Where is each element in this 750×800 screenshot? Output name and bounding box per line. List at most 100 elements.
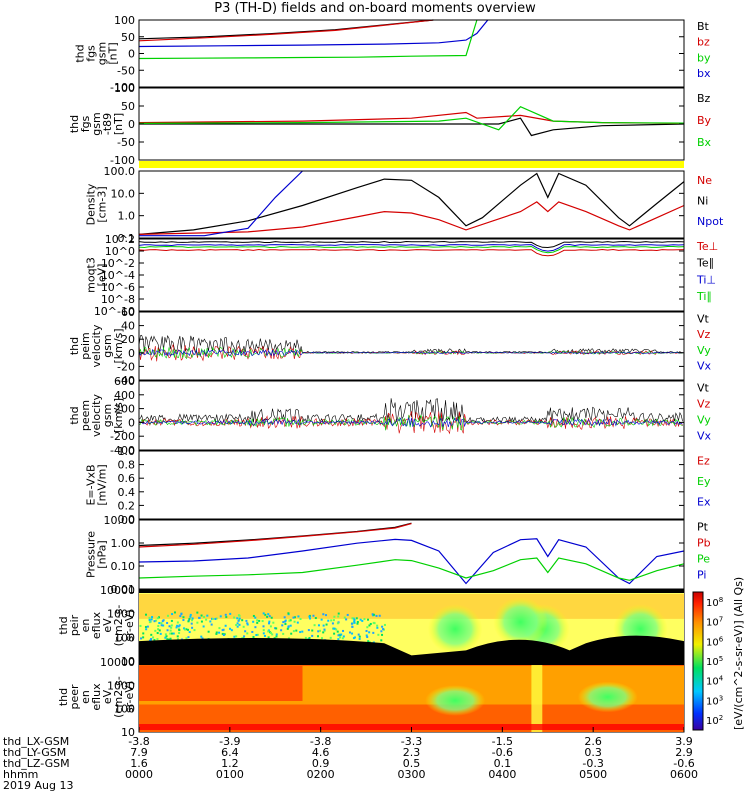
y-tick-label: 50 <box>121 100 135 113</box>
y-tick-label: 10000 <box>100 584 135 597</box>
legend-vz: Vz <box>697 397 711 410</box>
legend-vy: Vy <box>697 414 711 427</box>
colorbar-tick-label: 103 <box>706 694 723 707</box>
y-axis-label: thdfgsgsm[nT] <box>74 42 120 65</box>
y-axis-label-line: [mV/m] <box>96 464 109 505</box>
y-axis-label: Density[cm-3] <box>85 183 109 225</box>
colorbar-tick-label: 102 <box>706 714 723 727</box>
legend-bz: bz <box>697 36 710 49</box>
y-tick-label: 60 <box>121 306 135 319</box>
legend-bt: Bt <box>697 20 710 33</box>
y-tick-label: 0 <box>128 118 135 131</box>
colorbar <box>693 592 703 730</box>
panel-6: 6004002000-200-400thdpeemvelocitygsm[km/… <box>68 375 712 457</box>
y-axis-label: thdpeemvelocitygsm[km/s] <box>68 394 125 437</box>
y-tick-label: 10.0 <box>111 187 136 200</box>
series-npot-line <box>139 171 303 236</box>
x-row-label: 2019 Aug 13 <box>3 779 73 792</box>
x-tick-label: 0600 <box>670 768 698 781</box>
panel-2: 100 50 0 -50 -100 thdfgsgsm-t89[nT] Bz By Bx <box>68 82 712 167</box>
legend-vt: Vt <box>697 381 710 394</box>
y-axis-label: thdpeirenefluxeV(cm2-s-sr-eV) <box>57 605 136 647</box>
series-Ti∥-line <box>139 250 684 256</box>
x-tick-label: 0400 <box>488 768 516 781</box>
y-axis-label: thdpeimvelocitygsm[km/s] <box>68 324 125 367</box>
series-ni-line <box>139 174 684 235</box>
y-axis-label-line: [nT] <box>107 42 120 64</box>
legend-pb: Pb <box>697 536 711 549</box>
series-bx-line <box>139 20 488 47</box>
x-tick-label: 0500 <box>579 768 607 781</box>
legend-npot: Npot <box>697 215 724 228</box>
y-axis-label: thdfgsgsm-t89[nT] <box>68 112 125 135</box>
y-tick-label: 10000 <box>100 656 135 669</box>
series-bt-line <box>139 20 433 39</box>
y-axis-label-line: [cm-3] <box>96 186 109 222</box>
ion-spectrogram <box>139 590 684 661</box>
legend-pt: Pt <box>697 520 709 533</box>
y-axis-label-line: [km/s] <box>112 398 125 433</box>
panel-frame <box>139 451 684 519</box>
panel-7: 1.00.80.60.40.20.0E=-VxB[mV/m]EzEyEx <box>85 445 711 526</box>
legend-vx: Vx <box>697 360 712 373</box>
y-tick-label: 1.0 <box>118 445 136 458</box>
y-tick-label: 0.10 <box>111 560 136 573</box>
series-by-line <box>139 20 477 59</box>
y-tick-label: 100.0 <box>104 165 136 178</box>
legend-ez: Ez <box>697 454 710 467</box>
panel-frame <box>139 520 684 589</box>
y-axis-label: Pressure[nPa] <box>85 531 109 578</box>
x-tick-label: 0000 <box>125 768 153 781</box>
legend-by: By <box>697 114 712 127</box>
electron-spectrogram <box>139 662 684 732</box>
y-tick-label: 100 <box>114 14 135 27</box>
legend-pi: Pi <box>697 569 706 582</box>
y-axis-label-line: sr-eV) <box>123 681 136 713</box>
legend-bx: bx <box>697 67 711 80</box>
legend-ne: Ne <box>697 174 712 187</box>
y-tick-label: 0.8 <box>118 459 136 472</box>
legend-ti∥: Ti∥ <box>696 290 712 303</box>
series-ne-line <box>139 202 684 235</box>
colorbar-tick-label: 107 <box>706 616 723 629</box>
panel-frame <box>139 20 684 87</box>
colorbar-tick-label: 106 <box>706 635 724 648</box>
legend-bz: Bz <box>697 92 711 105</box>
y-tick-label: 0.4 <box>118 486 136 499</box>
panel-1: 100500-50-100thdfgsgsm[nT]Btbzbybx <box>74 14 711 94</box>
legend-vx: Vx <box>697 430 712 443</box>
panel-frame <box>139 312 684 380</box>
y-tick-label: 50 <box>121 31 135 44</box>
colorbar-tick-label: 108 <box>706 596 723 609</box>
legend-vz: Vz <box>697 328 711 341</box>
panel-4: 10^210^010^-210^-410^-610^-810^-10moqt3[… <box>85 233 719 318</box>
legend-ti⊥: Ti⊥ <box>696 273 716 286</box>
y-axis-label: E=-VxB[mV/m] <box>85 464 109 505</box>
y-tick-label: 1.00 <box>111 537 136 550</box>
y-axis-label-line: [eV] <box>96 264 109 287</box>
y-tick-label: -50 <box>117 64 135 77</box>
panel-frame <box>139 171 684 238</box>
legend-vy: Vy <box>697 344 711 357</box>
series-vt-line <box>139 335 683 353</box>
colorbar-tick-label: 104 <box>706 675 724 688</box>
legend-te⊥: Te⊥ <box>696 240 718 253</box>
x-tick-label: 0200 <box>307 768 335 781</box>
y-tick-label: 0 <box>128 347 135 360</box>
legend-ni: Ni <box>697 195 708 208</box>
y-axis-label-line: sr-eV) <box>123 609 136 641</box>
legend-vt: Vt <box>697 312 710 325</box>
y-tick-label: 0 <box>128 416 135 429</box>
y-axis-label-line: [nPa] <box>96 540 109 568</box>
panel-8: 10.001.000.100.01Pressure[nPa]PtPbPePi <box>85 514 711 596</box>
x-tick-label: 0300 <box>398 768 426 781</box>
legend-te∥: Te∥ <box>696 257 714 270</box>
legend-ey: Ey <box>697 475 711 488</box>
legend-ex: Ex <box>697 496 711 509</box>
y-tick-label: 0.6 <box>118 472 136 485</box>
y-axis-label-line: [nT] <box>112 113 125 135</box>
y-axis-label-line: [km/s] <box>112 328 125 363</box>
series-pe-line <box>139 558 684 580</box>
y-tick-label: -50 <box>117 136 135 149</box>
y-tick-label: 600 <box>114 375 135 388</box>
